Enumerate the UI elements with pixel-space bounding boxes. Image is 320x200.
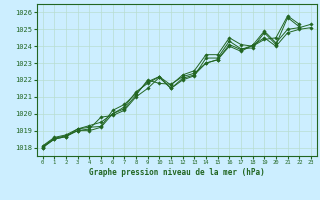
X-axis label: Graphe pression niveau de la mer (hPa): Graphe pression niveau de la mer (hPa) (89, 168, 265, 177)
